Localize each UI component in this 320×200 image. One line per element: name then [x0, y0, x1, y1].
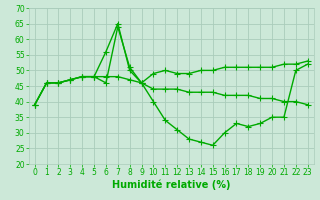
- X-axis label: Humidité relative (%): Humidité relative (%): [112, 180, 230, 190]
